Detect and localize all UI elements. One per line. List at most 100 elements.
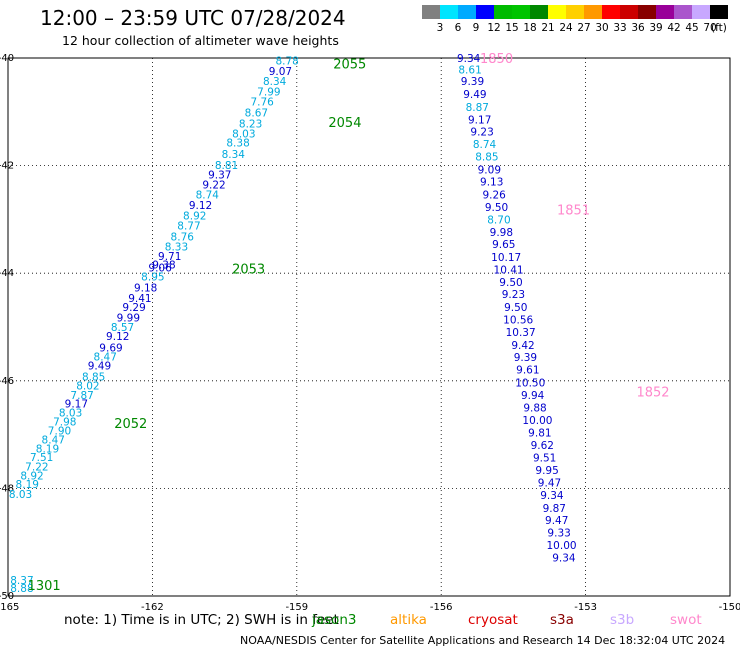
swh-value-label: 7.90 (48, 425, 71, 437)
swh-value-label: 8.47 (94, 352, 117, 364)
swh-value-label: 9.71 (158, 251, 181, 263)
legend-s3a: s3a (550, 612, 574, 628)
swh-value-label: 8.95 (141, 271, 164, 283)
swh-value-label: 8.23 (239, 119, 262, 131)
colorbar-swatch (656, 5, 674, 19)
data-points: 8.888.378.038.198.927.227.518.198.477.90… (9, 53, 577, 595)
swh-value-label: 8.67 (245, 107, 268, 119)
swh-value-label: 8.33 (165, 241, 188, 253)
footer-note: note: 1) Time is in UTC; 2) SWH is in fe… (64, 612, 339, 628)
swh-value-label: 7.87 (70, 390, 93, 402)
swh-value-label: 9.42 (511, 340, 534, 352)
swh-value-label: 9.50 (504, 302, 527, 314)
swh-value-label: 9.23 (470, 127, 493, 139)
swh-value-label: 7.99 (257, 86, 280, 98)
y-tick-label: -42 (0, 161, 14, 172)
colorbar-swatch (530, 5, 548, 19)
time-label: 1852 (636, 386, 669, 401)
swh-value-label: 8.76 (171, 232, 195, 244)
colorbar-swatch (494, 5, 512, 19)
gridlines (8, 58, 730, 596)
swh-value-label: 9.50 (485, 202, 508, 214)
swh-value-label: 8.34 (263, 76, 287, 88)
swh-value-label: 8.03 (232, 128, 255, 140)
colorbar-swatch (548, 5, 566, 19)
colorbar-tick-label: 9 (473, 22, 480, 34)
credit-line: NOAA/NESDIS Center for Satellite Applica… (240, 634, 726, 647)
swh-value-label: 9.47 (538, 477, 561, 489)
swh-value-label: 8.85 (475, 151, 498, 163)
y-tick-label: -44 (0, 268, 14, 279)
x-tick-label: -156 (430, 602, 453, 613)
swh-value-label: 9.12 (189, 200, 212, 212)
swh-value-label: 9.62 (531, 440, 554, 452)
colorbar-swatches (422, 5, 728, 19)
swh-value-label: 8.78 (275, 56, 298, 68)
colorbar-tick-label: 30 (595, 22, 608, 34)
swh-value-label: 9.51 (533, 453, 556, 465)
x-tick-label: -150 (719, 602, 740, 613)
colorbar-swatch (440, 5, 458, 19)
swh-value-label: 8.61 (458, 64, 481, 76)
swh-value-label: 10.56 (503, 314, 533, 326)
x-tick-label: -153 (574, 602, 597, 613)
swh-value-label: 9.34 (552, 552, 576, 564)
swh-value-label: 9.18 (134, 283, 157, 295)
swh-value-label: 8.19 (16, 479, 39, 491)
swh-value-label: 8.47 (42, 434, 65, 446)
colorbar-tick-label: 15 (505, 22, 518, 34)
colorbar-swatch (512, 5, 530, 19)
swh-value-label: 9.09 (478, 164, 501, 176)
colorbar-tick-label: 39 (649, 22, 662, 34)
swh-value-label: 8.87 (466, 102, 489, 114)
chart-title: 12:00 – 23:59 UTC 07/28/2024 (40, 6, 346, 30)
colorbar-swatch (476, 5, 494, 19)
colorbar-tick-label: 21 (541, 22, 554, 34)
swh-value-label: 9.17 (65, 398, 88, 410)
swh-value-label: 8.03 (59, 408, 82, 420)
swh-value-label: 7.98 (53, 417, 76, 429)
swh-value-label: 8.77 (177, 220, 200, 232)
swh-value-label: 7.51 (30, 452, 53, 464)
legend-s3b: s3b (610, 612, 635, 628)
legend-cryosat: cryosat (468, 612, 518, 628)
swh-value-label: 9.29 (122, 302, 145, 314)
swh-value-label: 9.23 (502, 289, 525, 301)
colorbar-swatch (620, 5, 638, 19)
colorbar-tick-label: 3 (437, 22, 444, 34)
plot-frame (7, 57, 731, 597)
swh-value-label: 9.26 (482, 190, 506, 202)
swh-value-label: 9.33 (547, 528, 570, 540)
colorbar-swatch (566, 5, 584, 19)
swh-value-label: 9.13 (480, 177, 503, 189)
satellite-legend: jason3 altika cryosat s3a s3b swot (310, 612, 740, 632)
swh-value-label: 9.94 (521, 390, 545, 402)
colorbar-tick-label: 27 (577, 22, 590, 34)
colorbar-tick-label: 70 (703, 22, 716, 34)
swh-value-label: 9.17 (468, 114, 491, 126)
x-tick-label: -162 (141, 602, 164, 613)
swh-value-label: 10.37 (506, 327, 536, 339)
time-label: 1851 (557, 204, 590, 219)
swh-value-label: 9.99 (117, 312, 140, 324)
x-tick-label: -165 (0, 602, 19, 613)
swh-value-label: 9.65 (492, 239, 515, 251)
swh-value-label: 9.88 (523, 403, 546, 415)
swh-value-label: 9.22 (202, 179, 225, 191)
swh-value-label: 9.12 (106, 331, 129, 343)
colorbar-tick-label: 18 (523, 22, 536, 34)
colorbar-tick-label: 33 (613, 22, 626, 34)
swh-value-label: 7.76 (250, 97, 274, 109)
legend-altika: altika (390, 612, 427, 628)
legend-swot: swot (670, 612, 702, 628)
colorbar-labels: 3 6 9 12 15 18 21 24 27 30 33 36 39 42 45 70 (437, 22, 717, 34)
colorbar-swatch (638, 5, 656, 19)
colorbar-swatch (692, 5, 710, 19)
swh-value-label: 9.34 (540, 490, 564, 502)
swh-value-label: 8.92 (20, 470, 43, 482)
swh-value-label: 7.22 (25, 461, 48, 473)
time-label: 2053 (232, 262, 265, 277)
colorbar-tick-label: 6 (455, 22, 462, 34)
swh-value-label: 9.95 (535, 465, 558, 477)
